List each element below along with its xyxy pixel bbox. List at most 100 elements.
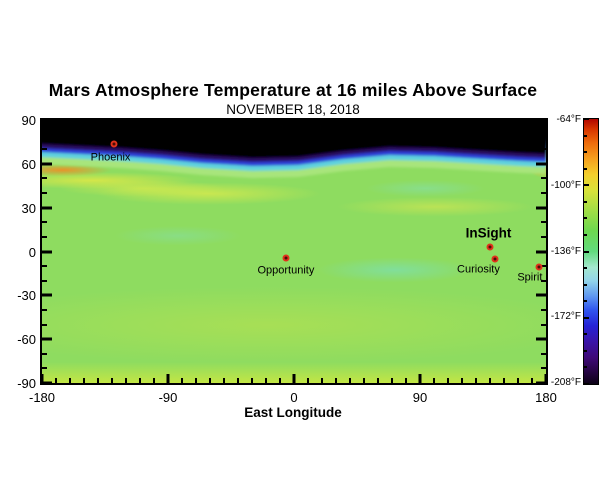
colorbar-major-tick xyxy=(583,316,589,319)
x-tick-label: 180 xyxy=(535,390,557,405)
y-tick-label: 60 xyxy=(21,156,36,172)
y-major-tick xyxy=(536,250,546,253)
x-minor-tick xyxy=(307,378,309,383)
x-tick-label: -180 xyxy=(28,390,56,405)
y-tick-label: 90 xyxy=(21,113,36,128)
y-major-tick xyxy=(536,337,546,341)
x-minor-tick xyxy=(391,378,393,383)
x-minor-tick xyxy=(209,378,211,383)
y-minor-tick xyxy=(42,221,47,224)
y-minor-tick xyxy=(42,279,47,282)
y-minor-tick xyxy=(541,192,546,195)
chart-subtitle: NOVEMBER 18, 2018 xyxy=(226,102,360,117)
y-minor-tick xyxy=(42,192,47,195)
y-major-tick xyxy=(42,162,52,166)
y-minor-tick xyxy=(541,148,546,151)
colorbar-minor-tick xyxy=(583,349,587,352)
colorbar-minor-tick xyxy=(583,366,587,369)
x-minor-tick xyxy=(503,378,505,383)
x-major-tick xyxy=(418,374,422,383)
colorbar-minor-tick xyxy=(583,283,587,286)
y-minor-tick xyxy=(42,367,47,370)
x-minor-tick xyxy=(489,378,491,383)
colorbar-tick-label: -208°F xyxy=(550,377,581,388)
y-major-tick xyxy=(536,162,546,166)
cap-band-cold-black xyxy=(42,120,546,158)
x-minor-tick xyxy=(321,378,323,383)
chart-title: Mars Atmosphere Temperature at 16 miles … xyxy=(48,80,538,100)
y-tick-label: -60 xyxy=(17,332,36,348)
y-major-tick xyxy=(42,206,52,210)
x-tick-label: -90 xyxy=(158,390,178,405)
colorbar-minor-tick xyxy=(583,300,587,303)
y-major-tick xyxy=(42,381,52,383)
y-minor-tick xyxy=(42,265,47,268)
y-minor-tick xyxy=(541,133,546,136)
y-major-tick xyxy=(42,337,52,341)
marker-dot-opportunity xyxy=(282,254,290,262)
marker-label-spirit: Spirit xyxy=(517,271,543,284)
y-minor-tick xyxy=(42,148,47,151)
x-minor-tick xyxy=(237,378,239,383)
y-minor-tick xyxy=(42,352,47,355)
x-minor-tick xyxy=(475,378,477,383)
y-minor-tick xyxy=(541,308,546,311)
x-minor-tick xyxy=(349,378,351,383)
y-minor-tick xyxy=(42,235,47,238)
colorbar-tick-label: -100°F xyxy=(550,179,581,191)
x-minor-tick xyxy=(97,378,99,383)
y-minor-tick xyxy=(541,235,546,238)
y-major-tick xyxy=(536,120,546,122)
marker-label-opportunity: Opportunity xyxy=(257,264,315,277)
y-major-tick xyxy=(536,381,546,383)
x-minor-tick xyxy=(335,378,337,383)
marker-dot-spirit xyxy=(535,263,543,271)
y-tick-label: -30 xyxy=(17,288,36,304)
y-major-tick xyxy=(42,120,52,122)
x-minor-tick xyxy=(139,378,141,383)
x-minor-tick xyxy=(279,378,281,383)
x-minor-tick xyxy=(531,378,533,383)
x-minor-tick xyxy=(377,378,379,383)
colorbar-major-tick xyxy=(583,250,589,253)
colorbar-minor-tick xyxy=(583,200,587,203)
y-minor-tick xyxy=(42,323,47,326)
x-tick-label: 0 xyxy=(290,390,298,405)
x-minor-tick xyxy=(83,378,85,383)
x-minor-tick xyxy=(223,378,225,383)
marker-label-curiosity: Curiosity xyxy=(457,263,500,276)
x-minor-tick xyxy=(195,378,197,383)
y-minor-tick xyxy=(541,265,546,268)
colorbar-minor-tick xyxy=(583,167,587,170)
colorbar-minor-tick xyxy=(583,151,587,154)
colorbar-minor-tick xyxy=(583,333,587,336)
y-minor-tick xyxy=(541,367,546,370)
y-minor-tick xyxy=(541,279,546,282)
y-minor-tick xyxy=(541,221,546,224)
x-major-tick xyxy=(292,374,296,383)
colorbar-minor-tick xyxy=(583,233,587,236)
x-minor-tick xyxy=(433,378,435,383)
colorbar-minor-tick xyxy=(583,267,587,270)
colorbar-minor-tick xyxy=(583,134,587,137)
y-tick-label: 0 xyxy=(28,244,36,260)
x-minor-tick xyxy=(461,378,463,383)
x-minor-tick xyxy=(181,378,183,383)
y-tick-label: -90 xyxy=(17,376,36,391)
x-major-tick xyxy=(544,374,546,383)
marker-dot-insight xyxy=(486,243,494,251)
x-major-tick xyxy=(42,374,44,383)
y-major-tick xyxy=(536,206,546,210)
north-polar-cap-heatmap xyxy=(42,120,546,178)
plot-area: Phoenix Opportunity InSight Curiosity Spirit xyxy=(40,118,548,385)
y-minor-tick xyxy=(42,177,47,180)
marker-dot-phoenix xyxy=(110,140,118,148)
x-minor-tick xyxy=(363,378,365,383)
marker-dot-curiosity xyxy=(491,255,499,263)
marker-label-insight: InSight xyxy=(465,225,512,241)
y-major-tick xyxy=(42,293,52,297)
x-minor-tick xyxy=(125,378,127,383)
y-tick-label: 30 xyxy=(21,200,36,216)
x-major-tick xyxy=(166,374,170,383)
